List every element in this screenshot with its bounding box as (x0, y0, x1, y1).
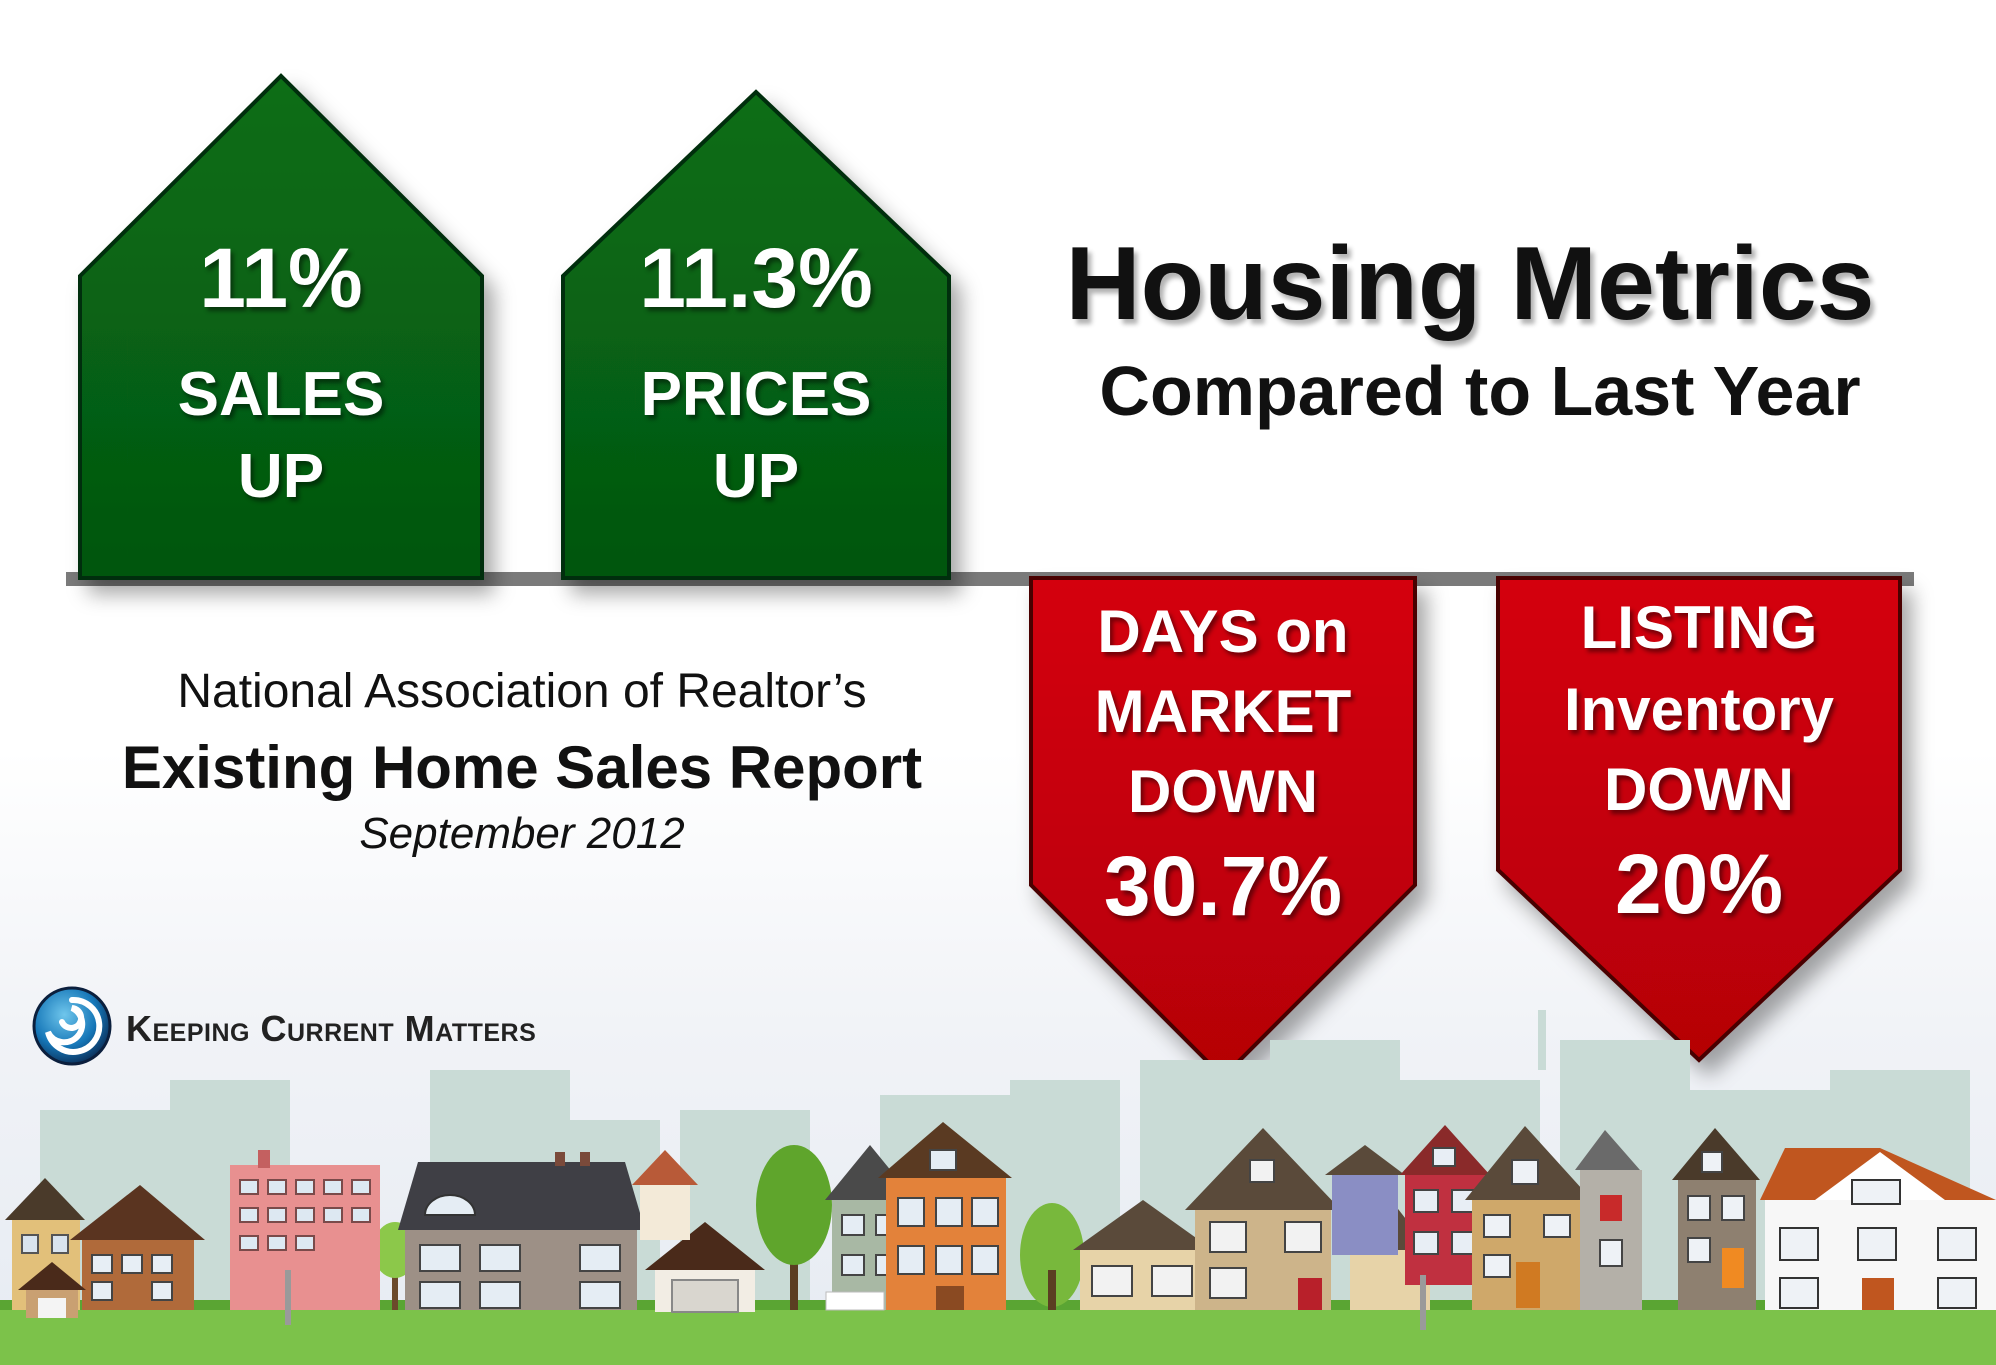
report-name: Existing Home Sales Report (121, 734, 923, 801)
days-on-market-shape (1029, 576, 1417, 1080)
days-on-market-label-3: DOWN (1128, 758, 1318, 825)
prices-up-value: 11.3% (639, 231, 873, 325)
keeping-current-matters-logo-icon (32, 986, 112, 1066)
sales-up-label-1: SALES (177, 360, 385, 429)
page-title: Housing Metrics (1065, 226, 1875, 342)
listing-inventory-shape (1496, 576, 1902, 1063)
listing-inventory-value: 20% (1614, 837, 1784, 931)
prices-up-label-1: PRICES (640, 360, 872, 429)
sales-up-value: 11% (199, 231, 363, 325)
report-date: September 2012 (359, 809, 685, 858)
baseline-bar (66, 572, 1914, 586)
prices-up-shape (561, 89, 951, 580)
page-subtitle: Compared to Last Year (1099, 352, 1861, 430)
listing-inventory-label-1: LISTING (1580, 594, 1818, 661)
listing-inventory-label-3: DOWN (1604, 756, 1794, 823)
neighborhood-illustration (0, 1010, 1996, 1365)
brand-name: Keeping Current Matters (126, 1008, 537, 1049)
report-organization: National Association of Realtor’s (177, 665, 867, 718)
days-on-market-label-2: MARKET (1094, 678, 1352, 745)
prices-up-label-2: UP (712, 442, 800, 511)
sales-up-shape (78, 73, 484, 580)
sales-up-label-2: UP (237, 442, 325, 511)
days-on-market-value: 30.7% (1103, 839, 1343, 933)
listing-inventory-label-2: Inventory (1563, 676, 1835, 743)
days-on-market-label-1: DAYS on (1097, 598, 1349, 665)
